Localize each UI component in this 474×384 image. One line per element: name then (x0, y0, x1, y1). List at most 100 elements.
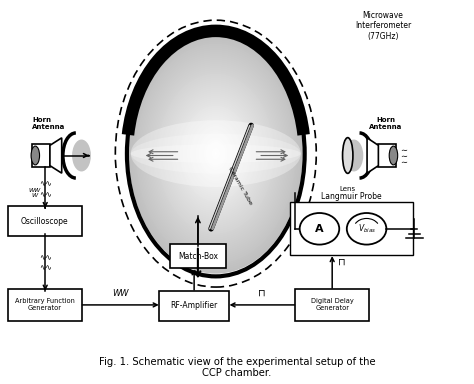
Ellipse shape (31, 146, 39, 165)
Ellipse shape (177, 99, 255, 208)
Ellipse shape (210, 146, 221, 162)
Text: Horn
Antenna: Horn Antenna (32, 117, 65, 130)
Text: Fig. 1. Schematic view of the experimental setup of the
CCP chamber.: Fig. 1. Schematic view of the experiment… (99, 357, 375, 378)
Text: ∿∿
∿∿: ∿∿ ∿∿ (39, 253, 52, 272)
Ellipse shape (213, 150, 219, 157)
Text: Oscilloscope: Oscilloscope (21, 217, 69, 226)
Ellipse shape (343, 137, 353, 173)
Text: Arbitrary Function
Generator: Arbitrary Function Generator (15, 298, 75, 311)
Ellipse shape (143, 53, 288, 254)
Ellipse shape (200, 132, 232, 175)
Ellipse shape (174, 96, 258, 212)
Ellipse shape (182, 108, 249, 200)
Ellipse shape (185, 112, 246, 196)
Text: Match-Box: Match-Box (178, 252, 218, 261)
Ellipse shape (190, 118, 242, 190)
Ellipse shape (151, 63, 281, 244)
Ellipse shape (204, 137, 228, 170)
Ellipse shape (173, 94, 259, 214)
Ellipse shape (162, 79, 269, 228)
Text: ∿∿
∿∿: ∿∿ ∿∿ (39, 180, 52, 199)
Ellipse shape (130, 36, 301, 272)
FancyBboxPatch shape (159, 291, 229, 321)
Text: Digital Delay
Generator: Digital Delay Generator (311, 298, 354, 311)
Ellipse shape (140, 50, 291, 258)
Ellipse shape (129, 33, 303, 274)
Ellipse shape (184, 109, 248, 198)
Ellipse shape (133, 40, 299, 268)
Polygon shape (367, 138, 378, 173)
Ellipse shape (178, 102, 254, 206)
Ellipse shape (194, 124, 237, 184)
Ellipse shape (131, 144, 301, 163)
Ellipse shape (171, 91, 261, 216)
Text: Horn
Antenna: Horn Antenna (369, 117, 402, 130)
Circle shape (347, 213, 386, 245)
Ellipse shape (154, 68, 278, 240)
Ellipse shape (166, 86, 265, 222)
Ellipse shape (209, 144, 223, 164)
Ellipse shape (199, 130, 233, 178)
Ellipse shape (136, 43, 295, 264)
Ellipse shape (197, 127, 235, 180)
Ellipse shape (148, 60, 284, 248)
Text: A: A (315, 224, 324, 234)
FancyBboxPatch shape (170, 244, 226, 268)
Ellipse shape (206, 140, 226, 168)
Ellipse shape (146, 58, 285, 250)
Bar (32, 144, 50, 167)
Text: Microwave
Interferometer
(77GHz): Microwave Interferometer (77GHz) (355, 11, 411, 41)
Ellipse shape (72, 139, 91, 172)
Ellipse shape (139, 48, 292, 260)
Ellipse shape (175, 98, 256, 210)
Ellipse shape (135, 41, 297, 266)
Ellipse shape (203, 136, 229, 172)
Text: ⊓: ⊓ (338, 257, 346, 266)
Text: $\mathit{\sim}$: $\mathit{\sim}$ (400, 157, 409, 166)
Ellipse shape (158, 74, 274, 234)
Ellipse shape (164, 81, 268, 226)
Ellipse shape (132, 38, 300, 270)
Polygon shape (50, 138, 62, 173)
Ellipse shape (187, 114, 245, 194)
Ellipse shape (159, 76, 272, 232)
Text: WW: WW (112, 289, 129, 298)
Text: WW
W: WW W (29, 188, 41, 199)
Ellipse shape (389, 146, 398, 165)
Ellipse shape (211, 147, 220, 160)
Ellipse shape (191, 119, 240, 188)
Ellipse shape (188, 116, 243, 192)
FancyBboxPatch shape (290, 202, 413, 255)
Ellipse shape (180, 104, 252, 204)
Ellipse shape (149, 61, 283, 246)
Ellipse shape (192, 122, 239, 185)
Ellipse shape (131, 134, 301, 174)
Ellipse shape (345, 139, 363, 172)
Ellipse shape (195, 126, 236, 182)
FancyBboxPatch shape (295, 289, 369, 321)
Ellipse shape (214, 152, 217, 156)
Text: Ceramic Tube: Ceramic Tube (227, 166, 253, 205)
Ellipse shape (131, 120, 301, 187)
Ellipse shape (137, 46, 294, 262)
Bar (378, 144, 396, 167)
Text: $\mathit{\sim}$: $\mathit{\sim}$ (400, 146, 409, 154)
Text: RF-Amplifier: RF-Amplifier (171, 301, 218, 310)
Text: ⊓: ⊓ (258, 288, 266, 298)
FancyBboxPatch shape (8, 289, 82, 321)
Text: $\mathit{\sim}$: $\mathit{\sim}$ (400, 151, 409, 160)
Text: Lens: Lens (340, 186, 356, 192)
Ellipse shape (207, 142, 225, 166)
Ellipse shape (201, 134, 230, 174)
FancyBboxPatch shape (8, 206, 82, 236)
Ellipse shape (155, 70, 277, 238)
Text: Langmuir Probe: Langmuir Probe (321, 192, 382, 200)
Text: $V_{bias}$: $V_{bias}$ (357, 223, 375, 235)
Ellipse shape (152, 66, 280, 242)
Ellipse shape (181, 106, 251, 202)
Ellipse shape (169, 89, 262, 218)
Ellipse shape (161, 78, 271, 230)
Ellipse shape (142, 51, 290, 256)
Circle shape (300, 213, 339, 245)
Ellipse shape (168, 88, 264, 220)
